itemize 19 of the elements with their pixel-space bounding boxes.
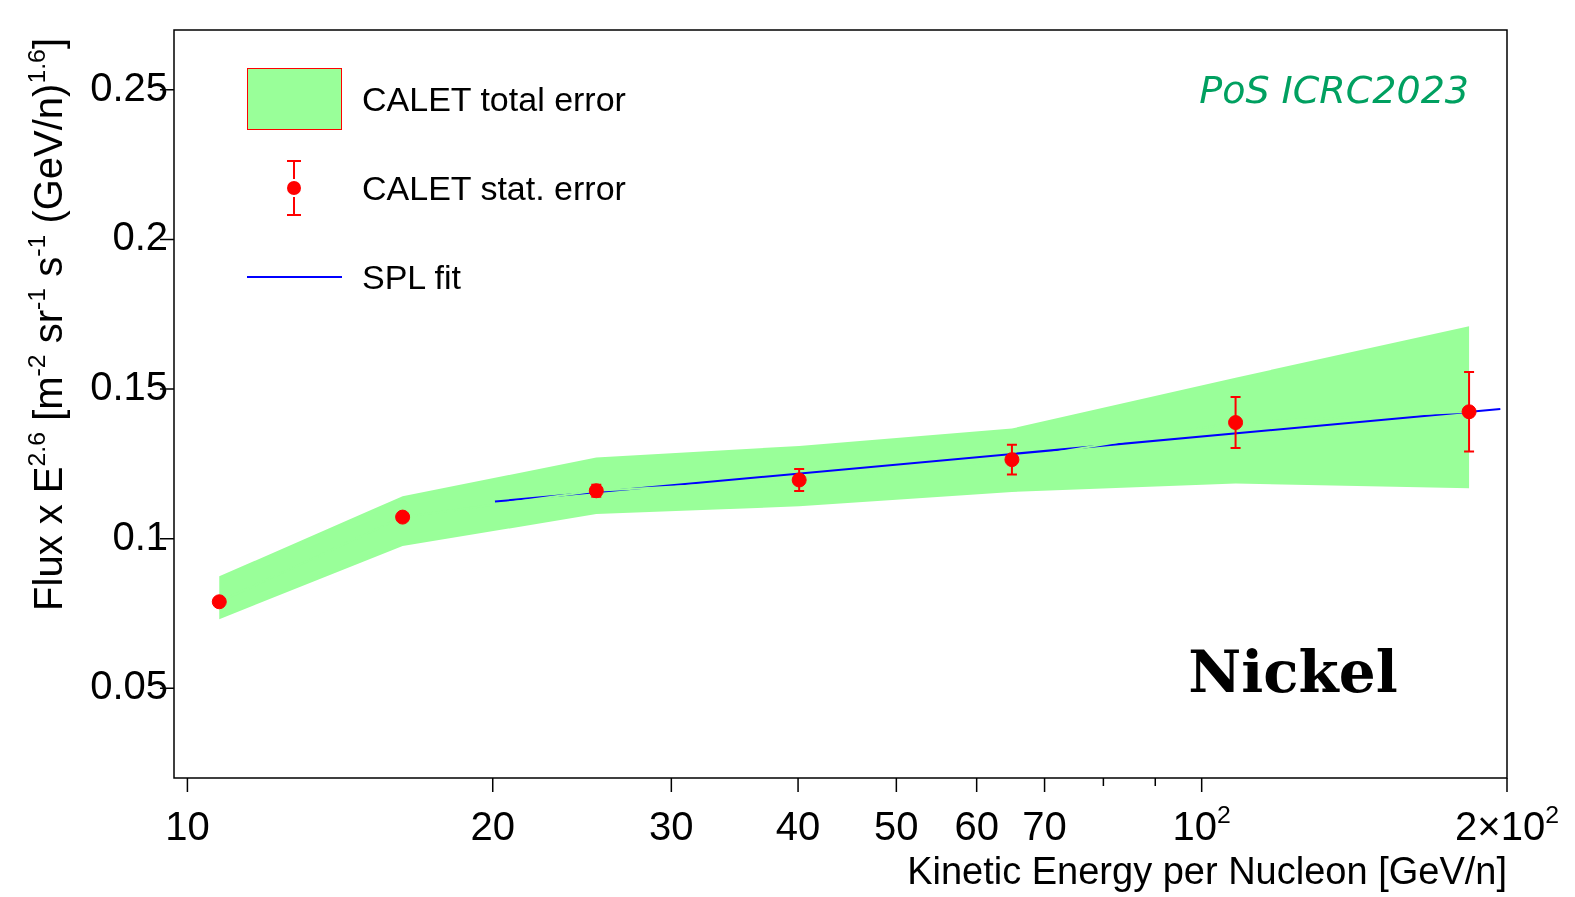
annotation: Nickel	[1188, 638, 1398, 706]
x-tick-label: 50	[874, 804, 919, 848]
x-tick-label: 60	[954, 804, 999, 848]
x-tick-label: 40	[775, 804, 821, 848]
legend-label: SPL fit	[362, 257, 461, 297]
x-axis-title: Kinetic Energy per Nucleon [GeV/n]	[907, 850, 1507, 892]
annotation: PoS ICRC2023	[1199, 68, 1469, 112]
x-tick-label: 30	[649, 804, 694, 848]
x-tick-label: 20	[470, 804, 515, 848]
y-tick-label: 0.1	[112, 513, 168, 558]
text: Flux x E2.6 [m-2 sr-1 s-1 (GeV/n)1.6]	[23, 37, 70, 611]
y-tick-label: 0.15	[90, 364, 168, 409]
y-tick-label: 0.25	[90, 64, 168, 109]
legend-label: CALET total error	[362, 79, 626, 119]
y-tick-label: 0.2	[112, 214, 168, 259]
x-tick-label: 70	[1022, 804, 1067, 848]
x-tick-label: 10	[165, 804, 210, 848]
legend-label: CALET stat. error	[362, 168, 626, 208]
y-tick-label: 0.05	[90, 663, 168, 708]
